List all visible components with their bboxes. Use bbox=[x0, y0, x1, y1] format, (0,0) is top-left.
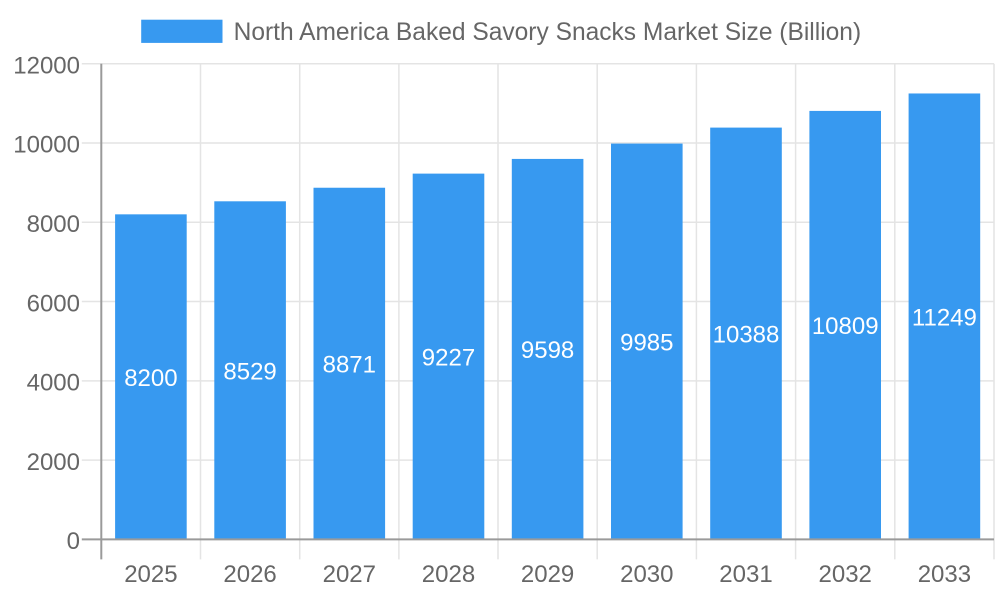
svg-text:2031: 2031 bbox=[719, 561, 772, 588]
svg-text:9985: 9985 bbox=[620, 329, 673, 356]
svg-text:2026: 2026 bbox=[223, 561, 276, 588]
svg-text:10388: 10388 bbox=[713, 322, 780, 349]
svg-text:2027: 2027 bbox=[323, 561, 376, 588]
svg-text:2000: 2000 bbox=[27, 449, 80, 476]
svg-text:8000: 8000 bbox=[27, 211, 80, 238]
svg-text:8871: 8871 bbox=[323, 352, 376, 379]
svg-text:6000: 6000 bbox=[27, 290, 80, 317]
svg-text:2033: 2033 bbox=[918, 561, 971, 588]
svg-text:2029: 2029 bbox=[521, 561, 574, 588]
svg-text:North America Baked Savory Sna: North America Baked Savory Snacks Market… bbox=[234, 19, 862, 46]
svg-text:8529: 8529 bbox=[223, 358, 276, 385]
svg-text:2030: 2030 bbox=[620, 561, 673, 588]
svg-text:9598: 9598 bbox=[521, 337, 574, 364]
svg-text:9227: 9227 bbox=[422, 345, 475, 372]
svg-text:2025: 2025 bbox=[124, 561, 177, 588]
svg-text:11249: 11249 bbox=[912, 304, 977, 331]
svg-text:2028: 2028 bbox=[422, 561, 475, 588]
svg-text:8200: 8200 bbox=[124, 365, 177, 392]
svg-text:2032: 2032 bbox=[819, 561, 872, 588]
svg-text:0: 0 bbox=[67, 528, 80, 555]
svg-text:10809: 10809 bbox=[812, 313, 879, 340]
svg-text:4000: 4000 bbox=[27, 370, 80, 397]
svg-text:10000: 10000 bbox=[13, 132, 80, 159]
svg-text:12000: 12000 bbox=[13, 52, 80, 79]
